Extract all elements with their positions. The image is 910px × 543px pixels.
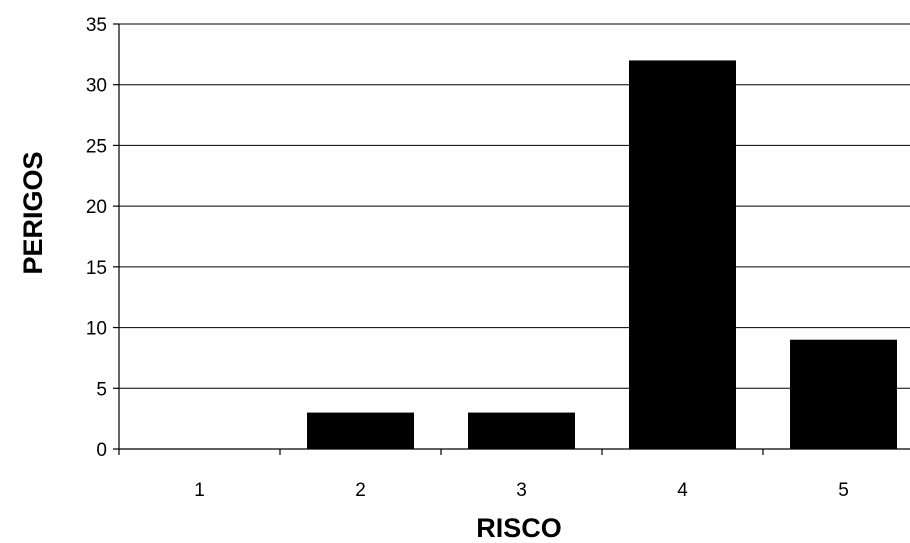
bar-3 [468, 412, 575, 449]
x-tick-labels: 1 2 3 4 5 [194, 480, 849, 501]
x-tick-label-1: 1 [194, 480, 205, 501]
y-tick-label-35: 35 [86, 15, 107, 36]
bar-4 [629, 60, 736, 450]
x-tick-label-2: 2 [355, 480, 366, 501]
gridlines [119, 23, 910, 389]
x-axis-title: RISCO [476, 513, 562, 543]
bar-5 [790, 339, 897, 449]
x-tick-label-5: 5 [838, 480, 849, 501]
y-tick-label-5: 5 [96, 379, 107, 400]
x-tick-label-3: 3 [516, 480, 527, 501]
y-tick-labels: 0 5 10 15 20 25 30 35 [86, 15, 107, 461]
y-tick-label-15: 15 [86, 258, 107, 279]
x-tick-label-4: 4 [677, 480, 688, 501]
axes [113, 23, 910, 455]
y-tick-label-0: 0 [96, 440, 107, 461]
y-axis-title: PERIGOS [18, 151, 48, 274]
bars [307, 60, 897, 450]
y-tick-label-10: 10 [86, 319, 107, 340]
y-tick-label-20: 20 [86, 197, 107, 218]
y-tick-label-30: 30 [86, 76, 107, 97]
y-tick-label-25: 25 [86, 136, 107, 157]
bar-2 [307, 412, 414, 449]
